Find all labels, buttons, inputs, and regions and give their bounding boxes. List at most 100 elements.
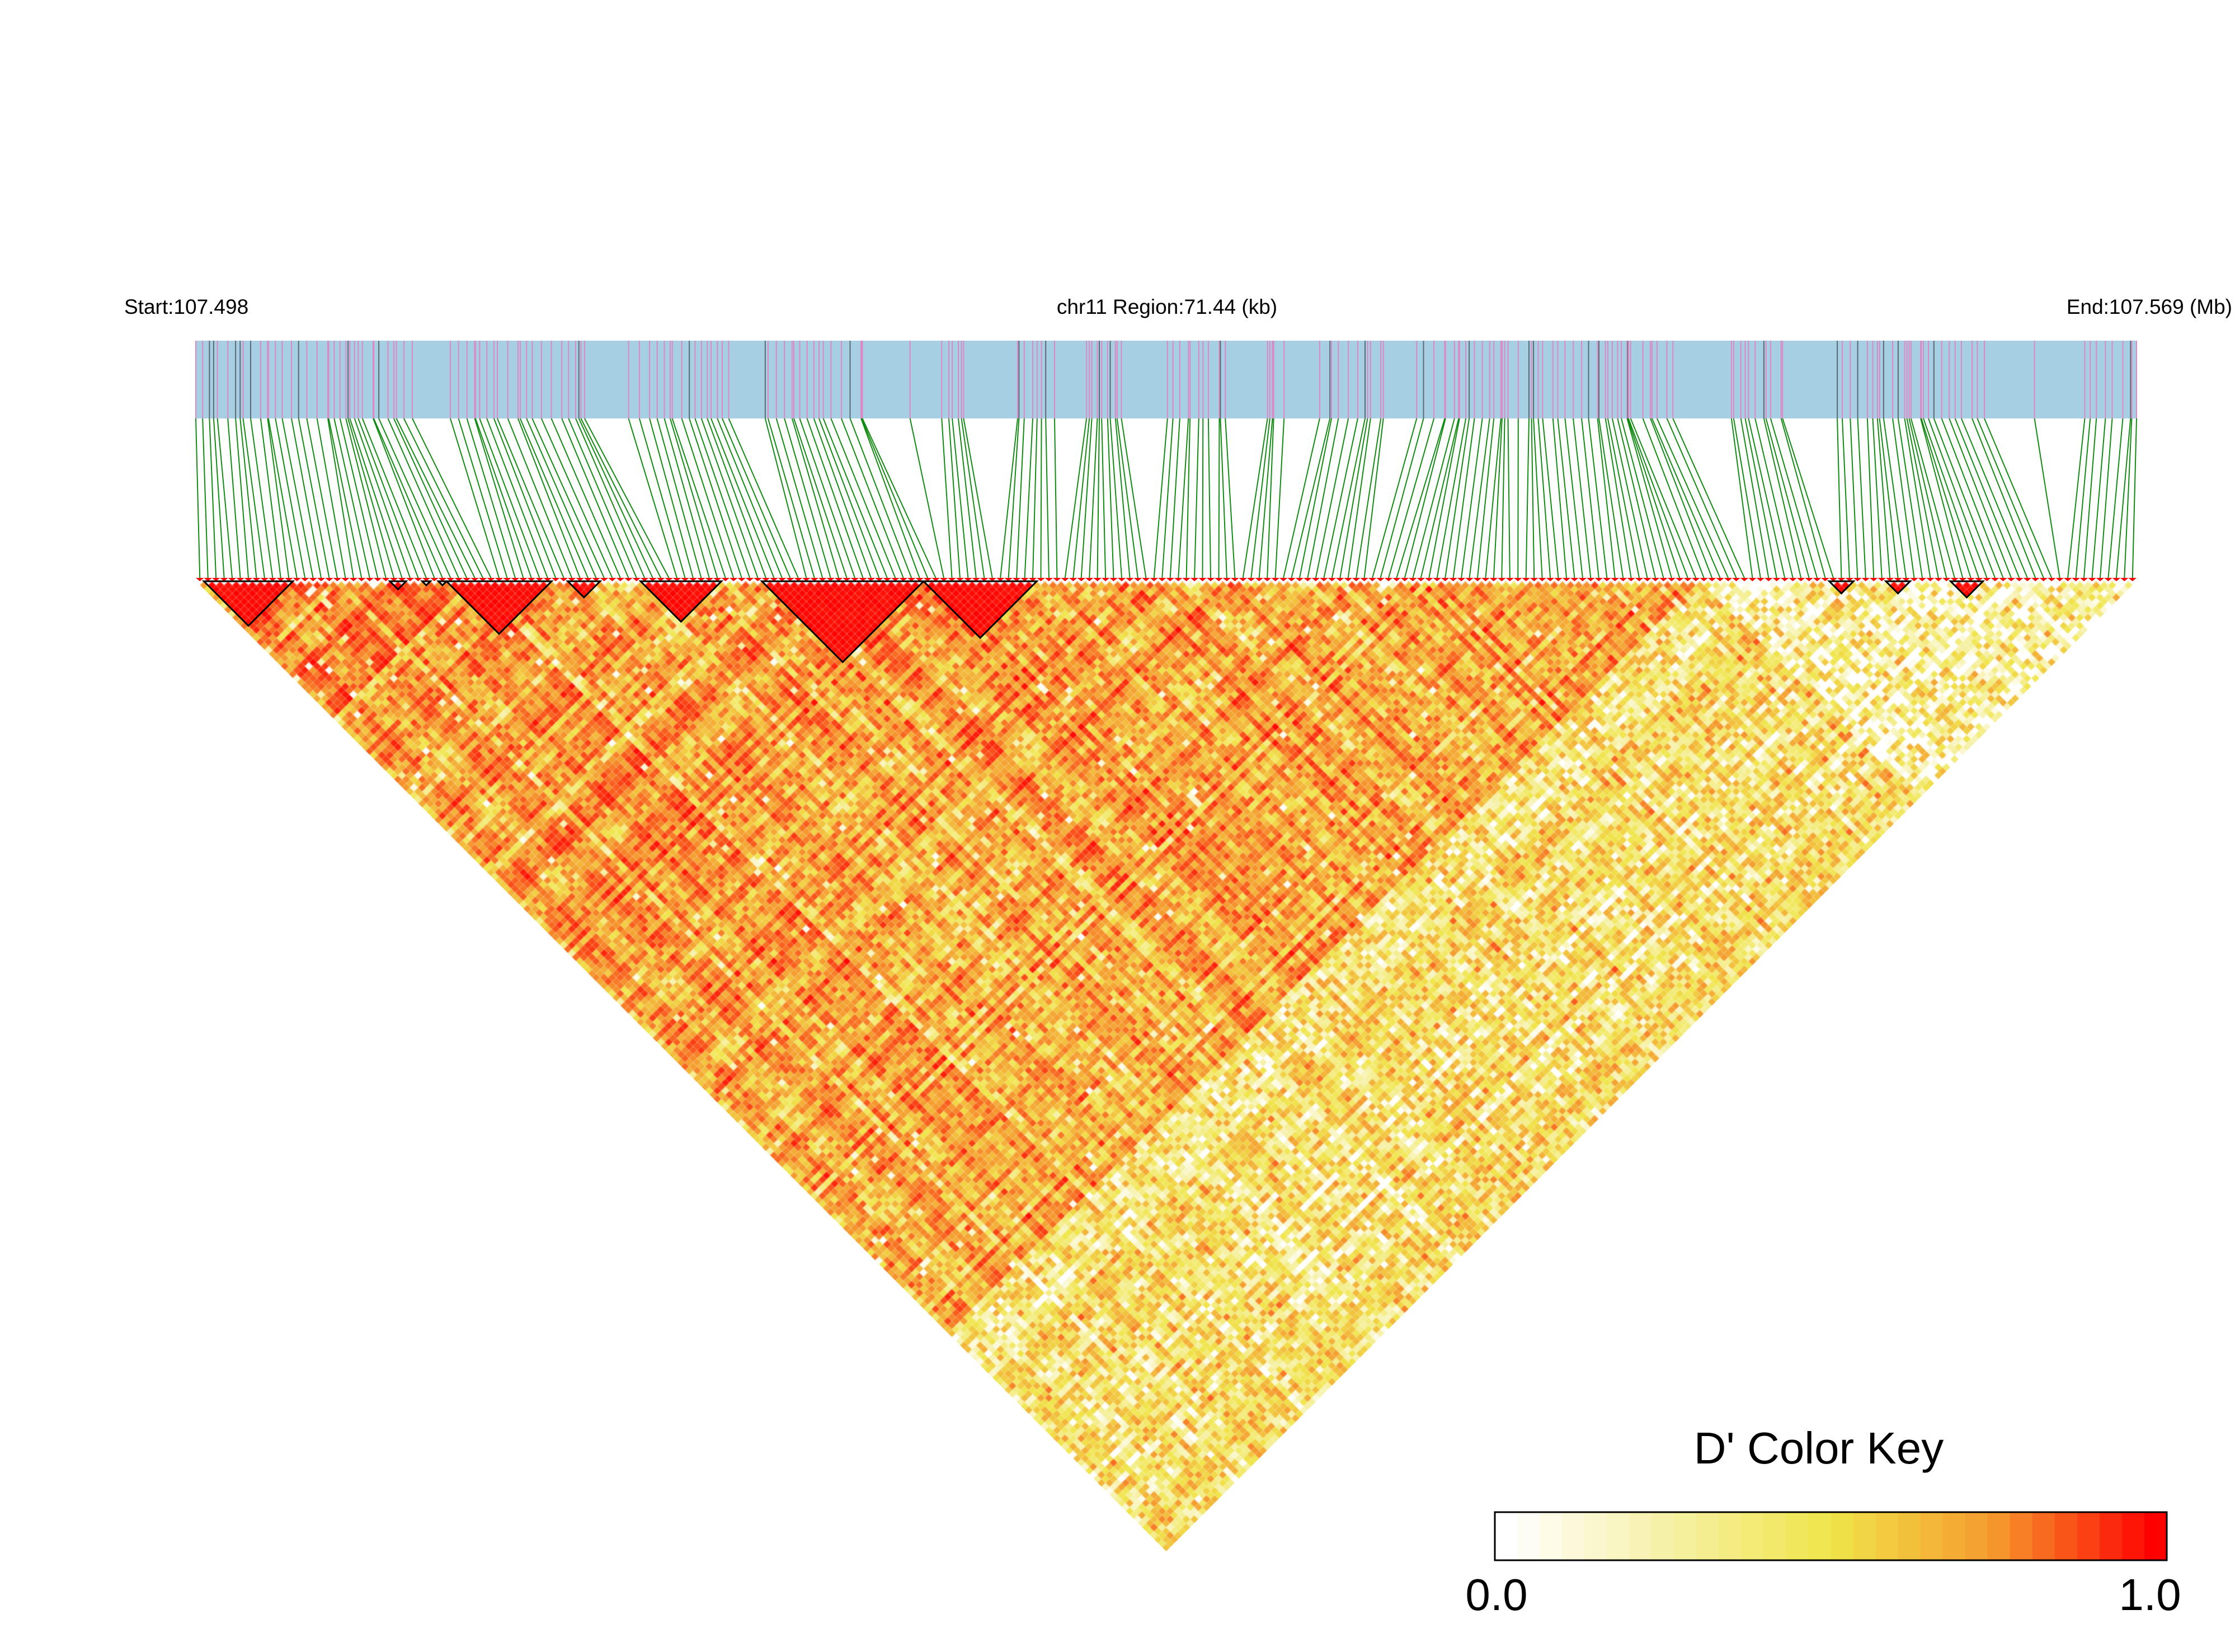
snp-connector — [1908, 418, 1947, 578]
snp-connector — [517, 418, 581, 578]
snp-connector — [1949, 418, 2012, 578]
snp-connector — [531, 418, 605, 578]
ld-diagonal-cell — [1522, 578, 1530, 581]
snp-connector — [806, 418, 864, 578]
snp-connector — [1921, 418, 1971, 578]
ld-diagonal-cell — [761, 578, 770, 581]
snp-connector — [526, 418, 597, 578]
snp-connector — [466, 418, 516, 578]
ld-diagonal-cell — [1942, 578, 1951, 581]
ld-diagonal-cell — [923, 578, 932, 581]
ld-diagonal-cell — [1902, 578, 1911, 581]
snp-connector — [1008, 418, 1020, 578]
snp-connector — [958, 418, 977, 578]
snp-connector — [694, 418, 751, 578]
ld-diagonal-cell — [1044, 578, 1053, 581]
ld-diagonal-cell — [1894, 578, 1902, 581]
snp-connector — [242, 418, 265, 578]
ld-heatmap-cells — [196, 581, 2137, 1552]
snp-connector — [1218, 418, 1220, 578]
ld-diagonal-cell — [1012, 578, 1021, 581]
haplotype-block-outline — [760, 580, 926, 663]
ld-diagonal-cell — [1247, 578, 1255, 581]
snp-connector — [2100, 418, 2113, 578]
ld-diagonal-cell — [624, 578, 633, 581]
ld-diagonal-cell — [2079, 578, 2088, 581]
snp-connector — [561, 418, 629, 578]
ld-diagonal-cell — [1126, 578, 1134, 581]
snp-connector — [1920, 418, 1964, 578]
ld-diagonal-cell — [600, 578, 609, 581]
snp-connector — [1740, 418, 1770, 578]
ld-diagonal-cell — [2055, 578, 2064, 581]
snp-connector — [1857, 418, 1866, 578]
snp-connector — [689, 418, 742, 578]
snp-connector — [1748, 418, 1786, 578]
snp-connector — [700, 418, 759, 578]
ld-diagonal-cell — [1271, 578, 1279, 581]
ld-diagonal-cell — [1028, 578, 1037, 581]
ld-diagonal-cell — [1789, 578, 1797, 581]
snp-connector — [860, 418, 920, 578]
ld-diagonal-cell — [244, 578, 253, 581]
snp-connector — [1225, 418, 1236, 578]
ld-diagonal-cell — [730, 578, 738, 581]
haplotype-block-outline — [420, 580, 432, 587]
ld-diagonal-cell — [656, 578, 665, 581]
ld-diagonal-cell — [1983, 578, 1991, 581]
snp-connector — [387, 418, 459, 578]
snp-connector — [1396, 418, 1446, 578]
snp-connector — [948, 418, 961, 578]
ld-diagonal-cell — [519, 578, 528, 581]
snp-connector — [767, 418, 815, 578]
ld-diagonal-cell — [1101, 578, 1110, 581]
snp-connector — [1897, 418, 1923, 578]
snp-connector — [722, 418, 791, 578]
ld-diagonal-cell — [1910, 578, 1918, 581]
snp-connector — [540, 418, 613, 578]
ld-diagonal-cell — [907, 578, 916, 581]
snp-connector — [1363, 418, 1384, 578]
snp-connector — [1960, 418, 2028, 578]
snp-connector — [1656, 418, 1729, 578]
ld-diagonal-cell — [1594, 578, 1603, 581]
snp-connector — [1064, 418, 1088, 578]
snp-connector — [1910, 418, 1955, 578]
snp-connector — [909, 418, 944, 578]
ld-diagonal-cell — [1400, 578, 1409, 581]
snp-connector — [1780, 418, 1826, 578]
ld-diagonal-cell — [1845, 578, 1854, 581]
ld-diagonal-cell — [414, 578, 422, 581]
snp-connector — [1782, 418, 1834, 578]
snp-connector — [669, 418, 718, 578]
snp-connector — [1617, 418, 1656, 578]
snp-connector — [1469, 418, 1490, 578]
snp-connector — [227, 418, 241, 578]
ld-diagonal-cell — [1643, 578, 1651, 581]
ld-diagonal-cell — [341, 578, 350, 581]
ld-diagonal-cell — [2015, 578, 2024, 581]
snp-connector — [2115, 418, 2132, 578]
snp-connector — [1412, 418, 1455, 578]
haplotype-block-outline — [638, 580, 724, 623]
ld-diagonal-cell — [745, 578, 754, 581]
snp-connector — [1307, 418, 1339, 578]
snp-connector — [1626, 418, 1672, 578]
ld-diagonal-cell — [1206, 578, 1215, 581]
snp-connector — [550, 418, 621, 578]
snp-connector — [1000, 418, 1018, 578]
snp-connector — [213, 418, 225, 578]
ld-diagonal-cell — [1837, 578, 1846, 581]
ld-diagonal-cell — [1651, 578, 1660, 581]
ld-diagonal-cell — [1392, 578, 1401, 581]
color-key-gradient-bar — [1495, 1512, 2167, 1560]
ld-diagonal-cell — [543, 578, 552, 581]
color-key-legend: D' Color Key 0.0 1.0 — [1465, 1423, 2181, 1620]
snp-connector — [393, 418, 468, 578]
snp-connector — [1557, 418, 1575, 578]
snp-connector — [450, 418, 500, 578]
ld-diagonal-cell — [1295, 578, 1304, 581]
snp-connector — [575, 418, 646, 578]
snp-connector — [1552, 418, 1567, 578]
